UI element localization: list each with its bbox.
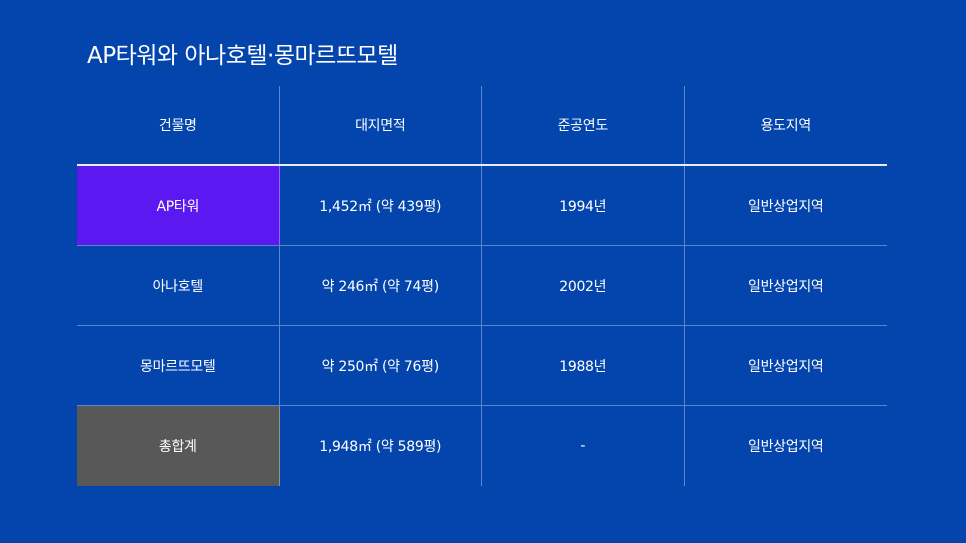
header-building-name: 건물명 — [77, 86, 280, 164]
cell-building-name: AP타워 — [77, 166, 280, 245]
cell-building-name: 몽마르뜨모텔 — [77, 326, 280, 405]
cell-zoning: 일반상업지역 — [748, 198, 824, 215]
cell-completion-year: 2002년 — [482, 246, 685, 325]
table-row-total: 총합계 1,948㎡ (약 589평) - 일반상업지역 — [77, 406, 887, 486]
cell-completion-year: 1994년 — [482, 166, 685, 245]
cell-zoning: 일반상업지역 — [748, 278, 824, 295]
table-row: AP타워 1,452㎡ (약 439평) 1994년 일반상업지역 — [77, 166, 887, 246]
cell-land-area: 약 246㎡ (약 74평) — [280, 246, 482, 325]
cell-land-area: 1,452㎡ (약 439평) — [280, 166, 482, 245]
cell-building-name: 아나호텔 — [77, 246, 280, 325]
page-title: AP타워와 아나호텔·몽마르뜨모텔 — [87, 43, 398, 69]
cell-land-area: 약 250㎡ (약 76평) — [280, 326, 482, 405]
cell-land-area: 1,948㎡ (약 589평) — [280, 406, 482, 486]
table-header-row: 건물명 대지면적 준공연도 용도지역 — [77, 86, 887, 166]
cell-building-name: 총합계 — [77, 406, 280, 486]
table-row: 아나호텔 약 246㎡ (약 74평) 2002년 일반상업지역 — [77, 246, 887, 326]
cell-completion-year: 1988년 — [482, 326, 685, 405]
cell-zoning: 일반상업지역 — [748, 439, 824, 455]
cell-completion-year: - — [482, 406, 685, 486]
header-land-area: 대지면적 — [280, 86, 482, 164]
header-zoning: 용도지역 — [760, 118, 812, 134]
header-completion-year: 준공연도 — [482, 86, 685, 164]
building-table: 건물명 대지면적 준공연도 용도지역 AP타워 1,452㎡ (약 439평) … — [77, 86, 887, 486]
table-row: 몽마르뜨모텔 약 250㎡ (약 76평) 1988년 일반상업지역 — [77, 326, 887, 406]
cell-zoning: 일반상업지역 — [748, 358, 824, 375]
